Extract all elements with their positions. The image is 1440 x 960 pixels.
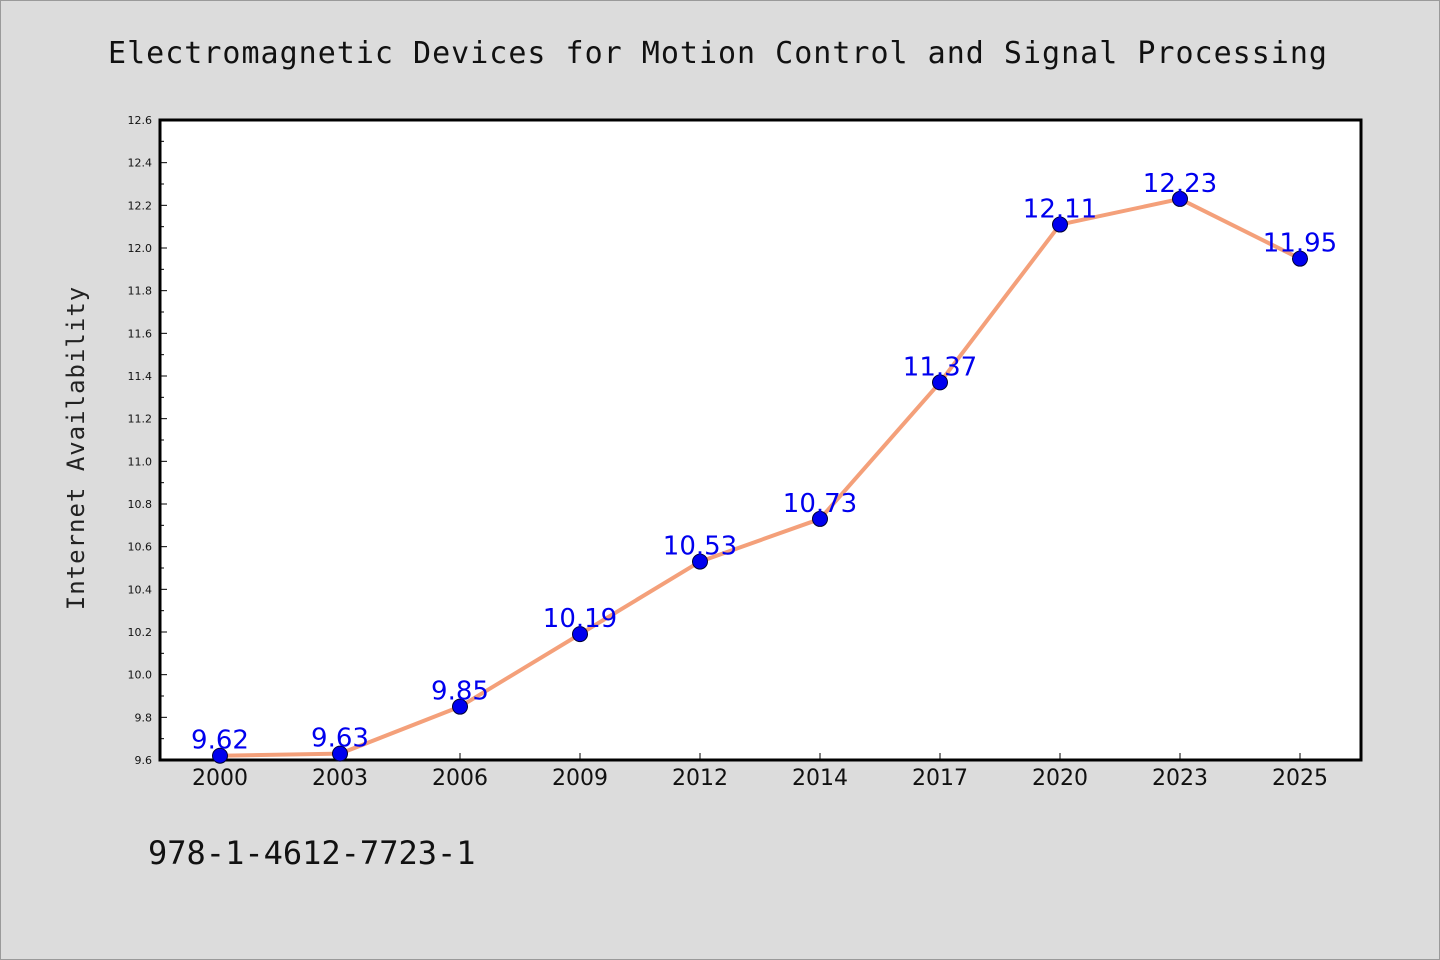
x-tick-label: 2000 bbox=[192, 766, 248, 791]
data-label: 11.95 bbox=[1263, 229, 1337, 259]
data-point bbox=[212, 747, 228, 764]
isbn-footer: 978-1-4612-7723-1 bbox=[148, 834, 476, 872]
y-tick-label: 11.4 bbox=[128, 370, 153, 383]
plot-area bbox=[158, 118, 1363, 762]
y-tick-label: 12.0 bbox=[128, 242, 153, 255]
y-tick-label: 11.6 bbox=[128, 327, 153, 340]
x-tick-label: 2014 bbox=[792, 766, 848, 791]
y-tick-label: 11.0 bbox=[128, 455, 153, 468]
x-tick-label: 2009 bbox=[552, 766, 608, 791]
data-label: 10.73 bbox=[783, 489, 857, 519]
series-layer bbox=[212, 190, 1308, 764]
y-axis-ticks: 9.6 9.8 10.0 10.2 10.4 10.6 10.8 11.0 11.2 11.4 11… bbox=[128, 114, 167, 767]
data-label: 11.37 bbox=[903, 352, 977, 382]
x-tick-label: 2003 bbox=[312, 766, 368, 791]
y-tick-label: 10.0 bbox=[128, 669, 153, 682]
data-point bbox=[812, 510, 828, 527]
x-tick-label: 2017 bbox=[912, 766, 968, 791]
data-label: 9.63 bbox=[311, 724, 369, 754]
x-tick-label: 2006 bbox=[432, 766, 488, 791]
x-axis-ticks: 2000 2003 2006 2009 2012 2014 2017 2020 2023 2025 bbox=[192, 753, 1328, 791]
data-point bbox=[1052, 216, 1068, 233]
y-tick-label: 12.2 bbox=[128, 199, 153, 212]
x-tick-label: 2025 bbox=[1272, 766, 1328, 791]
data-label: 10.19 bbox=[543, 604, 617, 634]
y-tick-label: 12.6 bbox=[128, 114, 153, 127]
x-tick-label: 2023 bbox=[1152, 766, 1208, 791]
data-point bbox=[1172, 190, 1188, 207]
x-tick-label: 2020 bbox=[1032, 766, 1088, 791]
data-point bbox=[332, 745, 348, 762]
y-tick-label: 10.6 bbox=[128, 541, 153, 554]
y-tick-label: 12.4 bbox=[128, 157, 153, 170]
y-tick-label: 10.4 bbox=[128, 583, 153, 596]
y-tick-label: 10.2 bbox=[128, 626, 153, 639]
data-point bbox=[692, 553, 708, 570]
data-label: 12.23 bbox=[1143, 169, 1217, 199]
data-label-layer: 9.62 9.63 9.85 10.19 10.53 10.73 11.37 12.11 12.… bbox=[191, 169, 1337, 756]
data-label: 9.62 bbox=[191, 726, 249, 756]
x-tick-label: 2012 bbox=[672, 766, 728, 791]
data-label: 12.11 bbox=[1023, 195, 1097, 225]
data-point bbox=[932, 374, 948, 391]
data-point bbox=[572, 626, 588, 643]
data-point bbox=[1292, 250, 1308, 267]
series-line bbox=[218, 196, 1302, 758]
y-tick-label: 11.2 bbox=[128, 413, 153, 426]
data-label: 10.53 bbox=[663, 532, 737, 562]
y-tick-label: 9.8 bbox=[135, 711, 153, 724]
data-point bbox=[452, 698, 468, 715]
y-tick-label: 11.8 bbox=[128, 285, 153, 298]
y-tick-label: 10.8 bbox=[128, 498, 153, 511]
data-label: 9.85 bbox=[431, 677, 489, 707]
y-tick-label: 9.6 bbox=[135, 754, 153, 767]
chart-title: Electromagnetic Devices for Motion Contr… bbox=[108, 36, 1328, 71]
y-axis-label: Internet Availability bbox=[62, 286, 90, 610]
